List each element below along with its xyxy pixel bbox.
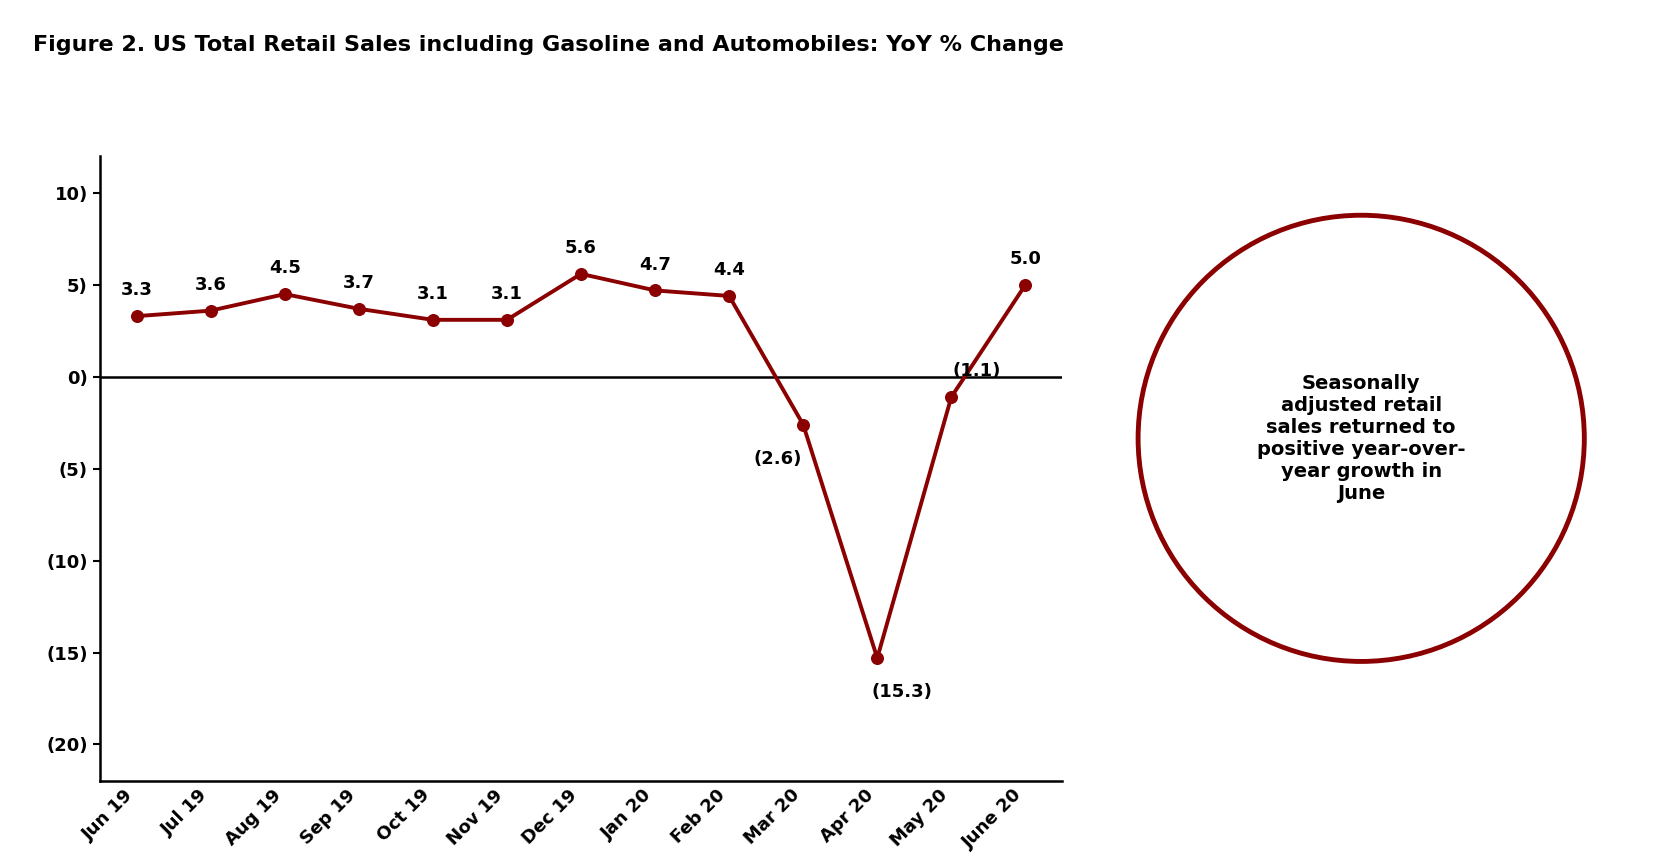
Point xyxy=(272,287,299,301)
Point xyxy=(420,312,447,326)
Point xyxy=(493,312,520,326)
Point xyxy=(198,304,224,318)
Text: (15.3): (15.3) xyxy=(872,683,933,701)
Point xyxy=(1013,278,1039,292)
Text: Seasonally
adjusted retail
sales returned to
positive year-over-
year growth in
: Seasonally adjusted retail sales returne… xyxy=(1257,374,1466,503)
Text: (2.6): (2.6) xyxy=(754,450,802,468)
Text: 5.0: 5.0 xyxy=(1009,250,1041,268)
Point xyxy=(568,267,594,281)
Point xyxy=(790,418,817,431)
Text: 4.5: 4.5 xyxy=(269,260,300,278)
Text: (1.1): (1.1) xyxy=(953,362,1001,380)
Text: 3.6: 3.6 xyxy=(194,276,227,294)
Point xyxy=(938,390,964,404)
Text: 4.4: 4.4 xyxy=(714,261,745,279)
Point xyxy=(863,651,890,665)
Text: 3.1: 3.1 xyxy=(417,286,448,303)
Point xyxy=(345,302,372,316)
Point xyxy=(123,309,149,323)
Text: 5.6: 5.6 xyxy=(564,240,598,257)
Text: 3.1: 3.1 xyxy=(491,286,523,303)
Text: 3.3: 3.3 xyxy=(121,281,153,299)
Text: Figure 2. US Total Retail Sales including Gasoline and Automobiles: YoY % Change: Figure 2. US Total Retail Sales includin… xyxy=(33,35,1064,55)
Point xyxy=(642,284,669,298)
Text: 4.7: 4.7 xyxy=(639,256,671,273)
Text: 3.7: 3.7 xyxy=(344,274,375,293)
Point xyxy=(715,289,742,303)
